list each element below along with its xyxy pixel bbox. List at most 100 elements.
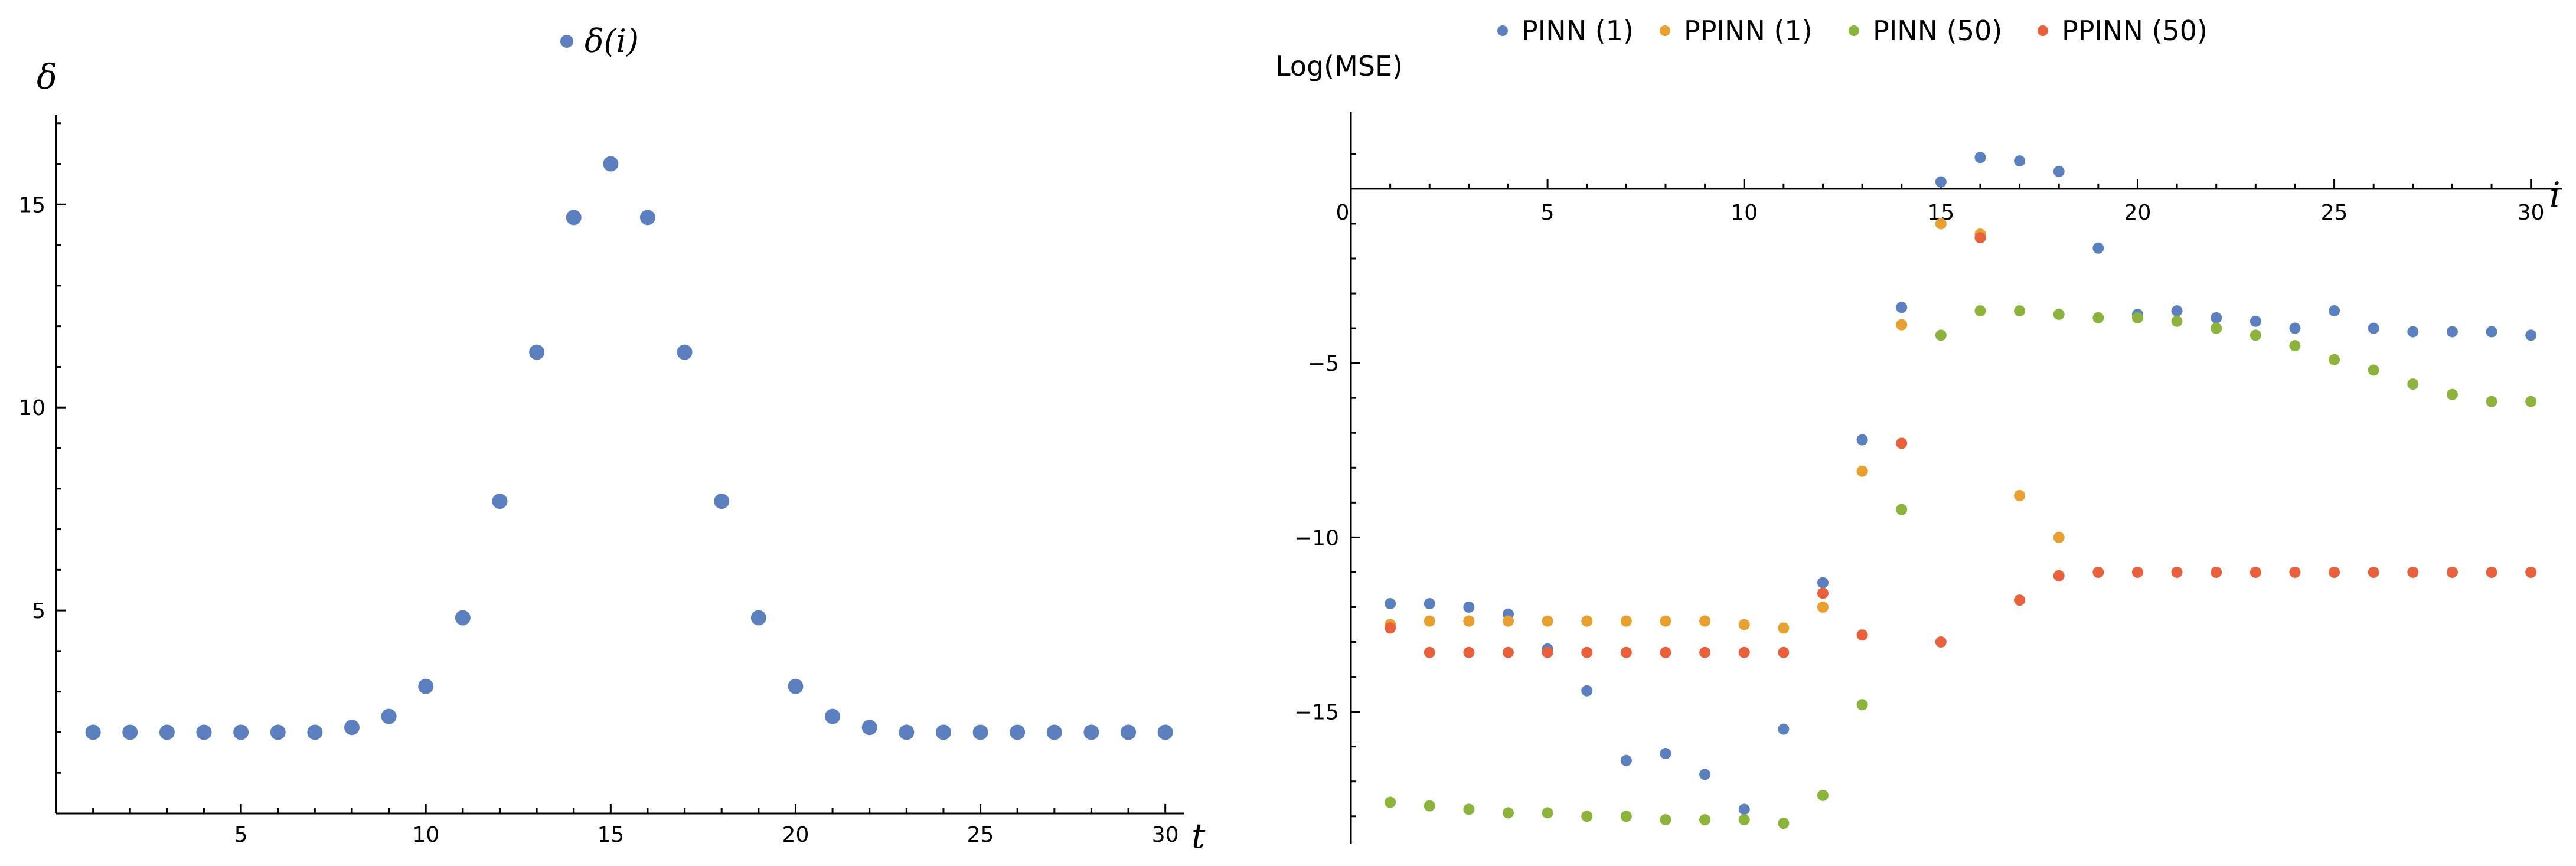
ppinn-1-point <box>1935 218 1947 230</box>
pinn-1-point <box>1778 723 1790 735</box>
x-tick-label: 5 <box>1541 201 1555 225</box>
pinn-50-point <box>1581 811 1593 822</box>
delta-point <box>270 724 286 740</box>
ppinn-1-point <box>1502 615 1514 627</box>
pinn-50-point <box>1699 814 1711 826</box>
pinn-1-point <box>1385 598 1396 610</box>
pinn-1-point <box>1660 747 1671 759</box>
pinn-1-point <box>2092 242 2104 254</box>
pinn-50-point <box>1502 807 1514 819</box>
ppinn-50-point <box>2211 566 2222 578</box>
pinn-50-point <box>2211 322 2222 334</box>
pinn-50-point <box>2407 378 2419 390</box>
ppinn-50-point <box>2249 566 2261 578</box>
y-tick-label: 15 <box>18 193 45 217</box>
ppinn-50-point <box>2407 566 2419 578</box>
ppinn-50-point <box>1660 646 1671 658</box>
pinn-50-point <box>1817 789 1829 801</box>
delta-point <box>566 210 582 226</box>
pinn-1-point <box>2368 322 2379 334</box>
legend-marker <box>1849 25 1859 36</box>
pinn-50-point <box>2014 305 2026 317</box>
delta-point <box>1046 724 1062 740</box>
x-tick-label: 25 <box>2321 201 2348 225</box>
ppinn-50-point <box>1699 646 1711 658</box>
legend-label: PINN (1) <box>1522 15 1634 47</box>
ppinn-1-point <box>1463 615 1475 627</box>
delta-point <box>307 724 323 740</box>
delta-point <box>233 724 249 740</box>
pinn-50-point <box>2289 340 2301 352</box>
delta-point <box>639 210 655 226</box>
y-tick-label: −10 <box>1294 526 1339 550</box>
x-tick-label: 25 <box>967 823 994 847</box>
x-tick-label: 20 <box>2124 201 2151 225</box>
delta-point <box>861 720 877 736</box>
pinn-50-point <box>2171 315 2183 327</box>
pinn-50-point <box>2249 329 2261 341</box>
pinn-50-point <box>2446 388 2458 400</box>
x-tick-label: 30 <box>2518 201 2545 225</box>
ppinn-50-point <box>2289 566 2301 578</box>
ppinn-50-point <box>1817 587 1829 599</box>
ppinn-50-point <box>1620 646 1632 658</box>
y-tick-label: 5 <box>32 599 45 623</box>
x-tick-label: 0 <box>1336 201 1350 225</box>
ppinn-50-point <box>2092 566 2104 578</box>
ppinn-50-point <box>2368 566 2379 578</box>
y-axis-label: Log(MSE) <box>1275 50 1403 82</box>
legend-label: PPINN (50) <box>2062 15 2208 47</box>
ppinn-1-point <box>1778 622 1790 634</box>
ppinn-50-point <box>1502 646 1514 658</box>
pinn-1-point <box>2053 165 2065 177</box>
pinn-50-point <box>2053 308 2065 320</box>
pinn-50-point <box>2131 312 2143 323</box>
delta-point <box>344 720 360 736</box>
ppinn-50-point <box>2053 570 2065 581</box>
pinn-1-point <box>2486 326 2497 338</box>
delta-point <box>455 610 471 626</box>
ppinn-50-point <box>2329 566 2340 578</box>
x-tick-label: 10 <box>412 823 439 847</box>
ppinn-50-point <box>2486 566 2497 578</box>
x-tick-label: 5 <box>234 823 248 847</box>
ppinn-1-point <box>1896 319 1908 331</box>
ppinn-50-point <box>1424 646 1435 658</box>
legend-label-delta: δ(i) <box>585 22 639 60</box>
pinn-1-point <box>1738 803 1750 815</box>
pinn-1-point <box>1817 577 1829 589</box>
delta-point <box>899 724 915 740</box>
pinn-50-point <box>1738 814 1750 826</box>
ppinn-50-point <box>2014 594 2026 606</box>
ppinn-50-point <box>2171 566 2183 578</box>
delta-point <box>788 678 804 694</box>
pinn-1-point <box>1974 152 1986 164</box>
pinn-50-point <box>1620 811 1632 822</box>
legend-marker <box>2038 25 2048 36</box>
ppinn-1-point <box>1424 615 1435 627</box>
pinn-1-point <box>2525 329 2537 341</box>
pinn-50-point <box>1660 814 1671 826</box>
delta-point <box>677 344 693 360</box>
delta-point <box>603 156 619 172</box>
ppinn-1-point <box>1660 615 1671 627</box>
delta-point <box>825 708 841 724</box>
pinn-1-point <box>1581 685 1593 697</box>
y-tick-label: −15 <box>1294 701 1339 725</box>
ppinn-1-point <box>2014 490 2026 502</box>
pinn-1-point <box>2171 305 2183 317</box>
y-axis-label: δ <box>37 57 57 97</box>
delta-point <box>492 494 508 509</box>
delta-point <box>1157 724 1173 740</box>
pinn-1-point <box>1896 302 1908 313</box>
delta-point <box>1083 724 1099 740</box>
pinn-50-point <box>2368 364 2379 376</box>
ppinn-1-point <box>1699 615 1711 627</box>
pinn-50-point <box>2486 396 2497 407</box>
pinn-1-point <box>1699 769 1711 780</box>
pinn-1-point <box>1424 598 1435 610</box>
x-tick-label: 30 <box>1152 823 1179 847</box>
ppinn-50-point <box>1542 646 1553 658</box>
delta-point <box>159 724 175 740</box>
